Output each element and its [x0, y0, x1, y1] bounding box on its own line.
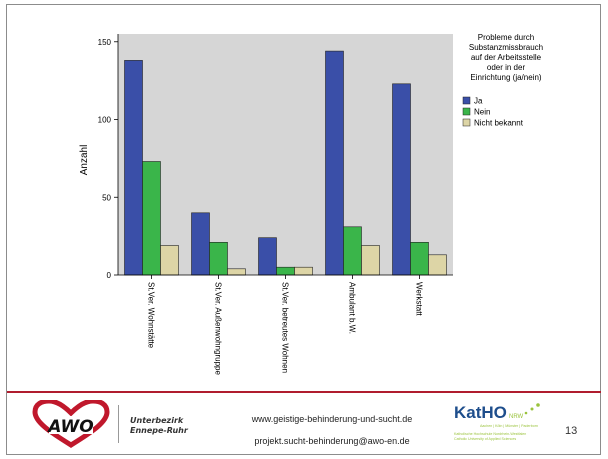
website-link[interactable]: www.geistige-behinderung-und-sucht.de: [251, 414, 413, 424]
katho-logo-text: KatHO: [454, 403, 507, 422]
x-tick-label: St.Ver. Wohnstätte: [147, 282, 156, 349]
x-tick-label: Ambulant b.W.: [348, 282, 357, 334]
bar: [343, 226, 362, 276]
bar: [209, 242, 228, 276]
logo-divider: [118, 405, 119, 443]
x-tick-label: St.Ver. Außenwohngruppe: [214, 282, 223, 376]
legend-title-line: Einrichtung (ja/nein): [470, 73, 541, 82]
bar: [325, 50, 344, 276]
awo-logo-text: AWO: [46, 417, 93, 437]
bar: [191, 212, 210, 276]
x-tick-label: Werkstatt: [415, 282, 424, 316]
org-line-1: Unterbezirk: [130, 416, 184, 425]
axis-layer: 0 50 100 150 St.Ver. Wohnstätte St.Ver. Außen…: [98, 34, 453, 376]
legend-title-line: Substanzmissbrauch: [469, 43, 543, 52]
bar: [361, 245, 380, 276]
legend-label: Nein: [474, 108, 490, 117]
legend-title-line: oder in der: [487, 63, 526, 72]
bar: [258, 237, 277, 276]
slide-frame: [6, 4, 601, 455]
x-tick-label: St.Ver. betreutes Wohnen: [281, 282, 290, 373]
y-tick-label: 150: [98, 38, 112, 47]
bar: [428, 254, 447, 276]
bar: [227, 268, 246, 276]
katho-suffix: NRW: [509, 414, 524, 420]
legend-label: Nicht bekannt: [474, 119, 524, 128]
bar: [294, 266, 313, 276]
dot-icon: [524, 411, 528, 415]
bar: [124, 60, 143, 276]
y-tick-label: 0: [107, 271, 112, 280]
awo-logo: AWO: [32, 400, 110, 448]
org-line-2: Ennepe-Ruhr: [130, 426, 188, 435]
page-number: 13: [565, 425, 578, 437]
bars-layer: [124, 50, 447, 276]
bar-chart: 0 50 100 150 St.Ver. Wohnstätte St.Ver. Außen…: [79, 33, 543, 376]
katho-line-1: Aachen | Köln | Münster | Paderborn: [480, 424, 538, 428]
dot-icon: [530, 407, 534, 411]
heart-icon: [32, 400, 110, 448]
katho-line-2: Katholische Hochschule Nordrhein-Westfal…: [454, 432, 526, 436]
bar: [276, 266, 295, 276]
katho-line-3: Catholic University of Applied Sciences: [454, 437, 516, 441]
legend-label: Ja: [474, 97, 483, 106]
footer-rule: [7, 391, 601, 393]
y-tick-label: 100: [98, 116, 112, 125]
y-tick-label: 50: [102, 193, 111, 202]
legend-swatch: [462, 107, 471, 116]
bar: [392, 83, 411, 276]
bar: [410, 242, 429, 276]
contact-info: www.geistige-behinderung-und-sucht.de pr…: [232, 408, 432, 452]
dot-icon: [536, 403, 540, 407]
legend-title-line: Probleme durch: [478, 33, 534, 42]
email-link[interactable]: projekt.sucht-behinderung@awo-en.de: [254, 436, 410, 446]
legend-title-line: auf der Arbeitsstelle: [471, 53, 542, 62]
katho-logo: KatHO NRW Aachen | Köln | Münster | Pade…: [454, 403, 540, 441]
bar: [142, 161, 161, 276]
org-name: Unterbezirk Ennepe-Ruhr: [130, 416, 188, 436]
y-axis-label: Anzahl: [79, 145, 90, 176]
legend-swatch: [462, 118, 471, 127]
bar: [160, 245, 179, 276]
legend-swatch: [462, 96, 471, 105]
